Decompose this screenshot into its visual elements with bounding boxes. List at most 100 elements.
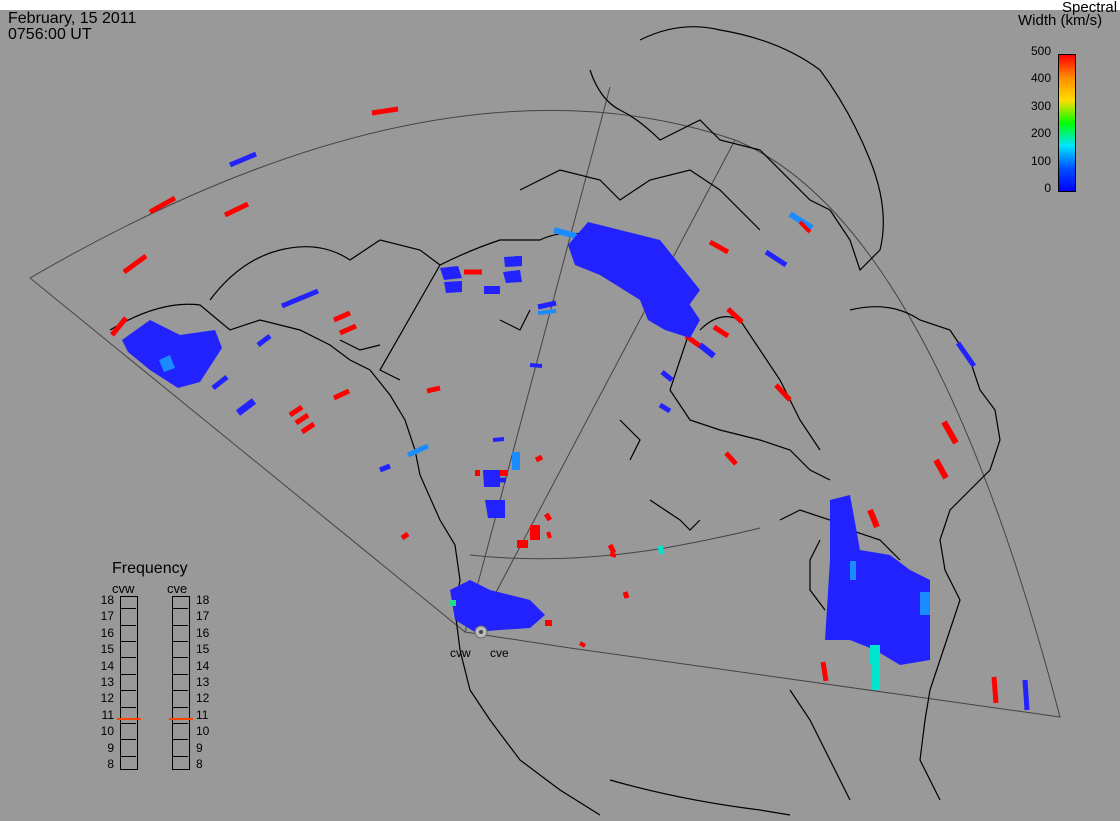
echo-cell xyxy=(148,195,177,215)
echo-region xyxy=(444,281,462,293)
echo-region xyxy=(870,645,880,664)
echo-cell xyxy=(764,249,788,268)
frequency-grid-line xyxy=(120,690,136,692)
frequency-left-label: cvw xyxy=(112,581,135,596)
frequency-grid-line xyxy=(172,608,188,610)
echo-cell xyxy=(955,341,977,368)
echo-cell xyxy=(332,310,352,323)
echo-cell xyxy=(1022,679,1030,711)
frequency-label-left: 14 xyxy=(100,658,114,673)
echo-region xyxy=(850,561,856,580)
colorbar-tick-label: 500 xyxy=(1030,44,1051,58)
frequency-label-left: 12 xyxy=(100,691,114,706)
echo-cell xyxy=(708,239,730,255)
echo-cell xyxy=(235,398,257,416)
colorbar-title-line2: Width (km/s) xyxy=(1018,12,1103,29)
colorbar-tick-label: 200 xyxy=(1030,126,1051,141)
echo-cell xyxy=(660,370,674,382)
echo-cell xyxy=(657,545,665,555)
radar-sites xyxy=(474,625,488,639)
echo-cell xyxy=(406,443,430,458)
echo-region xyxy=(504,256,522,267)
colorbar-gradient xyxy=(1058,54,1076,192)
frequency-label-left: 8 xyxy=(107,757,114,771)
radar-label-east: cve xyxy=(490,646,509,660)
frequency-label-right: 11 xyxy=(196,707,209,722)
frequency-label-left: 17 xyxy=(100,609,114,624)
echo-cell xyxy=(578,641,587,648)
frequency-label-left: 10 xyxy=(100,724,114,739)
echo-cell xyxy=(281,288,319,309)
echo-cell xyxy=(991,676,999,704)
frequency-label-right: 17 xyxy=(196,609,210,624)
radar-echoes xyxy=(110,106,1030,711)
echo-cell xyxy=(332,388,351,401)
colorbar-tick-label: 300 xyxy=(1030,98,1051,113)
echo-region xyxy=(517,540,528,548)
frequency-grid-line xyxy=(120,657,136,659)
frequency-grid-line xyxy=(120,608,136,610)
echo-region xyxy=(485,500,505,518)
frequency-label-right: 9 xyxy=(196,740,203,755)
coastlines xyxy=(109,26,1001,816)
echo-cell xyxy=(492,437,505,442)
echo-cell xyxy=(256,334,272,347)
echo-cell xyxy=(712,324,730,339)
frequency-label-left: 11 xyxy=(101,707,114,722)
echo-cell xyxy=(294,412,310,426)
echo-region xyxy=(159,355,175,372)
echo-cell xyxy=(426,385,441,394)
echo-region xyxy=(122,320,222,388)
echo-cell xyxy=(933,458,949,480)
frequency-label-left: 9 xyxy=(107,740,114,755)
frequency-grid-line xyxy=(172,673,188,675)
echo-region xyxy=(512,452,520,470)
echo-cell xyxy=(338,323,358,336)
echo-cell xyxy=(553,227,577,239)
frequency-grid-line xyxy=(172,755,188,757)
frequency-label-right: 18 xyxy=(196,593,210,607)
echo-cell xyxy=(698,342,716,359)
echo-region xyxy=(920,592,930,615)
echo-region xyxy=(484,286,500,294)
frequency-label-right: 12 xyxy=(196,691,210,706)
frequency-grid-line xyxy=(172,690,188,692)
echo-cell xyxy=(300,421,316,435)
echo-cell xyxy=(774,383,792,402)
echo-cell xyxy=(726,307,744,324)
field-of-view-outline xyxy=(29,86,1061,718)
frequency-grid-line xyxy=(120,706,136,708)
echo-region xyxy=(440,266,462,280)
echo-cell xyxy=(658,402,672,414)
frequency-grid-line xyxy=(120,723,136,724)
frequency-label-right: 16 xyxy=(196,625,210,640)
echo-region xyxy=(872,664,880,690)
frequency-grid-line xyxy=(120,739,136,741)
frequency-title: Frequency xyxy=(112,560,188,577)
echo-region xyxy=(545,620,552,626)
echo-cell xyxy=(607,543,617,555)
frequency-grid-line xyxy=(120,624,136,626)
echo-cell xyxy=(546,531,552,539)
echo-cell xyxy=(537,309,557,315)
frequency-label-left: 18 xyxy=(100,593,114,607)
echo-cell xyxy=(622,591,630,599)
echo-cell xyxy=(371,106,399,116)
echo-cell xyxy=(537,300,557,310)
colorbar-title-line1: Spectral xyxy=(1062,0,1118,16)
echo-cell xyxy=(400,531,410,541)
echo-cell xyxy=(379,463,391,473)
frequency-grid-line xyxy=(172,624,188,626)
echo-cell xyxy=(534,454,544,463)
frequency-marker xyxy=(117,718,141,721)
echo-region xyxy=(640,285,700,338)
frequency-grid-line xyxy=(120,755,136,757)
echo-region xyxy=(450,580,545,632)
echo-cell xyxy=(724,451,738,466)
frequency-grid-line xyxy=(120,673,136,675)
time-label: 0756:00 UT xyxy=(8,26,92,43)
colorbar-tick-label: 400 xyxy=(1030,71,1051,86)
echo-cell xyxy=(211,375,229,390)
echo-cell xyxy=(820,661,829,682)
frequency-right-label: cve xyxy=(167,581,188,596)
